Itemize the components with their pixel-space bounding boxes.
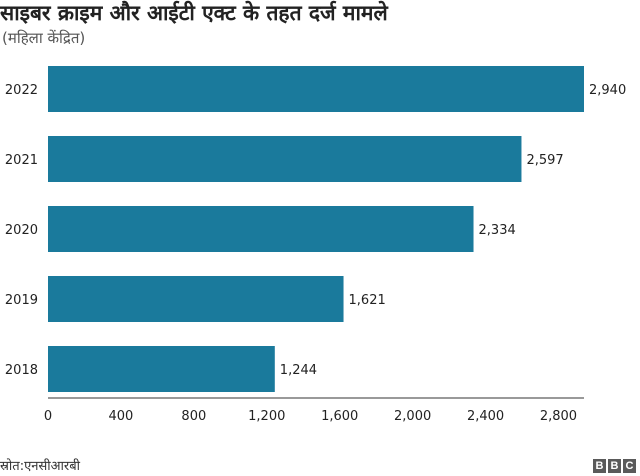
category-label: 2021 — [5, 153, 38, 168]
category-label: 2019 — [5, 293, 38, 308]
x-tick-label: 1,200 — [248, 409, 285, 424]
logo-letter: B — [608, 459, 621, 473]
bar — [48, 346, 275, 392]
value-label: 2,597 — [526, 153, 563, 168]
bar — [48, 66, 584, 112]
chart-title: साइबर क्राइम और आईटी एक्ट के तहत दर्ज मा… — [0, 1, 388, 25]
category-label: 2020 — [5, 223, 38, 238]
x-tick-label: 400 — [109, 409, 134, 424]
logo-letter: C — [623, 459, 636, 473]
bars-group: 2022 2,940 2021 2,597 2020 2,334 2019 1,621 2018… — [5, 66, 626, 392]
x-tick-label: 1,600 — [321, 409, 358, 424]
value-label: 1,244 — [280, 363, 317, 378]
logo-letter: B — [593, 459, 606, 473]
category-label: 2022 — [5, 83, 38, 98]
axis-group: 0 400 800 1,200 1,600 2,000 2,400 2,800 — [44, 397, 584, 424]
category-label: 2018 — [5, 363, 38, 378]
value-label: 1,621 — [349, 293, 386, 308]
x-tick-label: 2,400 — [467, 409, 504, 424]
bar — [48, 206, 474, 252]
x-tick-label: 0 — [44, 409, 52, 424]
x-tick-label: 800 — [181, 409, 206, 424]
value-label: 2,940 — [589, 83, 626, 98]
x-tick-label: 2,000 — [394, 409, 431, 424]
value-label: 2,334 — [479, 223, 516, 238]
bbc-logo: B B C — [593, 459, 636, 473]
bar — [48, 276, 344, 322]
bar — [48, 136, 522, 182]
x-tick-label: 2,800 — [540, 409, 577, 424]
chart-subtitle: (महिला केंद्रित) — [2, 29, 86, 47]
source-note: स्रोत:एनसीआरबी — [0, 459, 81, 474]
